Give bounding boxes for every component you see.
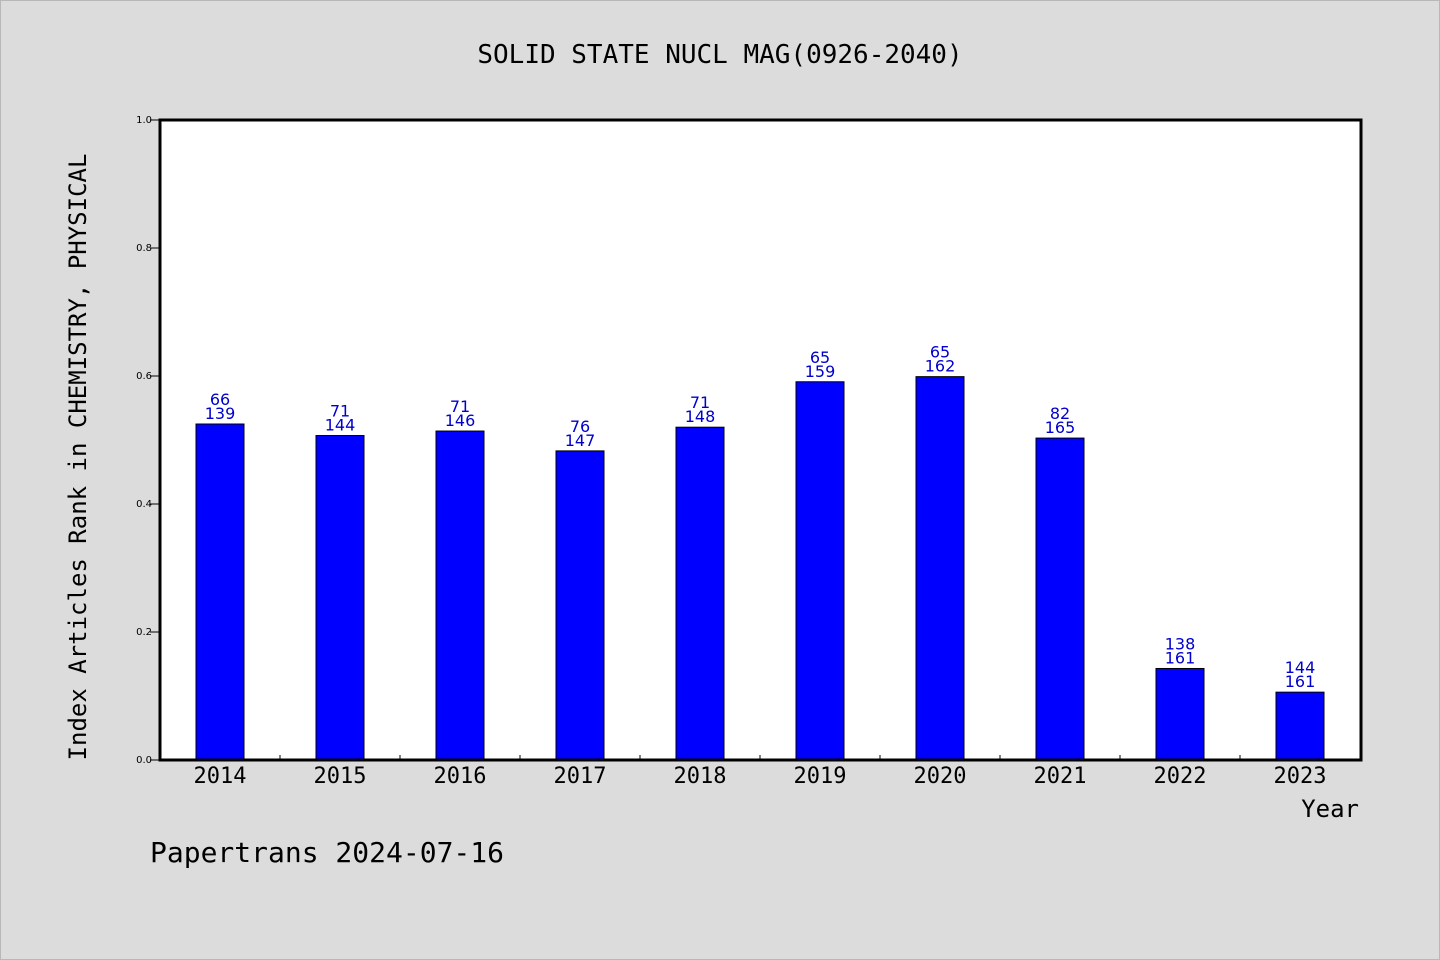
bar-rank-label-2021: 82	[1050, 404, 1070, 423]
y-tick-label-1.0: 1.0	[136, 115, 152, 126]
bar-rank-label-2019: 65	[810, 348, 830, 367]
bar-total-label-2018: 148	[685, 407, 716, 426]
bar-2014	[195, 423, 245, 761]
x-tick-label-2022: 2022	[1154, 764, 1207, 789]
bar-rank-label-2016: 71	[450, 397, 470, 416]
bar-total-label-2022: 161	[1165, 648, 1196, 667]
bar-total-label-2015: 144	[325, 416, 356, 435]
y-tick-label-0.0: 0.0	[136, 755, 152, 766]
x-tick-label-2014: 2014	[194, 764, 247, 789]
bar-2021	[1035, 437, 1085, 761]
bar-2016	[435, 430, 485, 761]
y-axis-title: Index Articles Rank in CHEMISTRY, PHYSIC…	[64, 154, 92, 761]
x-axis-title: Year	[1301, 795, 1359, 823]
bar-rank-label-2014: 66	[210, 390, 230, 409]
y-tick-label-0.4: 0.4	[136, 499, 152, 510]
y-tick-label-0.2: 0.2	[136, 627, 152, 638]
x-tick-label-2015: 2015	[314, 764, 367, 789]
bar-rank-label-2015: 71	[330, 402, 350, 421]
x-tick-label-2019: 2019	[794, 764, 847, 789]
bar-total-label-2023: 161	[1285, 672, 1316, 691]
bar-rank-label-2018: 71	[690, 393, 710, 412]
plot-frame	[158, 118, 1363, 762]
x-tick-label-2020: 2020	[914, 764, 967, 789]
bar-total-label-2019: 159	[805, 362, 836, 381]
bar-2017	[555, 450, 605, 761]
x-tick-label-2018: 2018	[674, 764, 727, 789]
bar-total-label-2014: 139	[205, 404, 236, 423]
bar-2020	[915, 376, 965, 761]
x-tick-label-2016: 2016	[434, 764, 487, 789]
bar-2018	[675, 426, 725, 761]
bar-rank-label-2020: 65	[930, 343, 950, 362]
bar-total-label-2017: 147	[565, 431, 596, 450]
bar-rank-label-2022: 138	[1165, 634, 1196, 653]
x-tick-label-2017: 2017	[554, 764, 607, 789]
bar-2015	[315, 435, 365, 761]
y-tick-label-0.6: 0.6	[136, 371, 152, 382]
bar-total-label-2020: 162	[925, 357, 956, 376]
x-tick-label-2021: 2021	[1034, 764, 1087, 789]
bar-total-label-2016: 146	[445, 411, 476, 430]
bar-total-label-2021: 165	[1045, 418, 1076, 437]
chart-title: SOLID STATE NUCL MAG(0926-2040)	[477, 40, 962, 70]
bar-rank-label-2023: 144	[1285, 658, 1316, 677]
bar-2022	[1155, 667, 1205, 761]
bar-rank-label-2017: 76	[570, 417, 590, 436]
footer-text: Papertrans 2024-07-16	[150, 836, 504, 869]
bar-2023	[1275, 691, 1325, 761]
y-tick-label-0.8: 0.8	[136, 243, 152, 254]
x-tick-label-2023: 2023	[1274, 764, 1327, 789]
bar-2019	[795, 381, 845, 761]
